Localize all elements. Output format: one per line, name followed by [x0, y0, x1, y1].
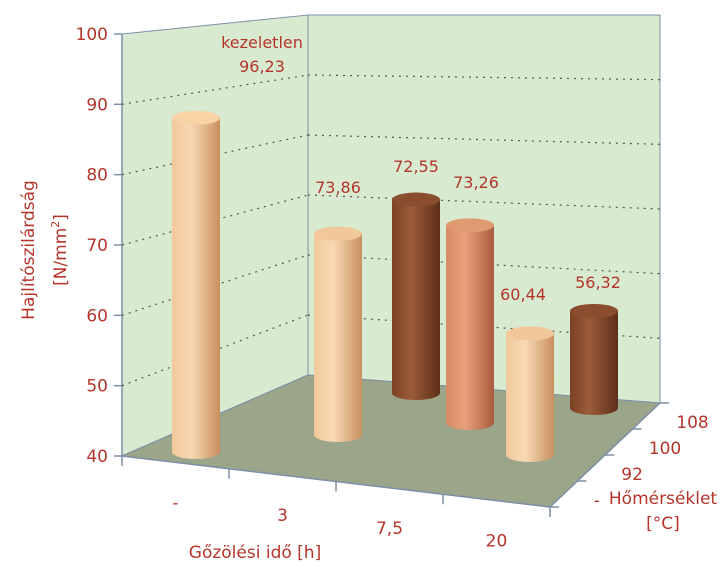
z-axis-title-line1: Hőmérséklet	[609, 489, 718, 509]
gridline-left	[121, 254, 309, 316]
x-tick-label: 20	[486, 532, 508, 552]
bar-cylinder	[506, 326, 554, 462]
bar-value-label: 56,32	[575, 273, 621, 292]
bar-value-label: 60,44	[500, 285, 546, 304]
bar-body	[392, 199, 440, 400]
bar-top	[506, 326, 554, 341]
bar-top	[570, 304, 618, 319]
bar-top	[392, 192, 440, 207]
bar-cylinder	[392, 192, 440, 400]
y-axis-ticks: 40 50 60 70 80 90 100	[76, 25, 122, 467]
z-tick-label: 108	[676, 413, 708, 433]
gridline-back	[307, 74, 661, 81]
x-tick-label: 7,5	[376, 519, 403, 539]
bar-value-label: 73,86	[315, 178, 361, 197]
annotation-untreated: kezeletlen	[221, 33, 303, 52]
bar-cylinder	[446, 218, 494, 430]
bar-value-label: 72,55	[393, 157, 439, 176]
bar-top	[314, 226, 362, 241]
y-axis-title-line1: Hajlítószilárdság	[19, 180, 39, 320]
z-tick-label: 92	[621, 465, 643, 485]
x-axis-ticks: - 3 7,5 20	[121, 456, 551, 552]
bar-value-label: 73,26	[453, 173, 499, 192]
y-tick-label: 100	[76, 25, 108, 45]
x-axis-title: Gőzölési idő [h]	[189, 543, 321, 563]
bar-cylinder	[172, 110, 220, 459]
bar-body	[570, 311, 618, 415]
bar-value-label: 96,23	[239, 57, 285, 76]
bar-body	[314, 233, 362, 442]
bar-body	[506, 333, 554, 462]
bar-cylinder	[570, 304, 618, 415]
z-axis-ticks: - 92 100 108	[550, 402, 709, 511]
bars: 96,23 72,55 56,32 73,26 73,86 60,44	[172, 57, 621, 462]
bar-body	[172, 117, 220, 459]
gridline-back	[307, 194, 661, 210]
bar-top	[446, 218, 494, 233]
bar-body	[446, 225, 494, 430]
y-axis-title-line2: [N/mm2]	[49, 214, 71, 286]
y-tick-label: 60	[86, 306, 108, 326]
z-tick-label: -	[594, 491, 600, 511]
z-tick-label: 100	[649, 439, 681, 459]
z-axis-title-line2: [°C]	[646, 514, 680, 534]
bar-cylinder	[314, 226, 362, 442]
y-tick-label: 70	[86, 236, 108, 256]
y-tick-label: 40	[86, 447, 108, 467]
gridline-back	[307, 134, 661, 145]
y-tick-label: 90	[86, 95, 108, 115]
y-tick-label: 50	[86, 377, 108, 397]
y-tick-label: 80	[86, 166, 108, 186]
x-tick-label: -	[172, 493, 178, 513]
bar-top	[172, 110, 220, 125]
x-tick-label: 3	[277, 506, 288, 526]
